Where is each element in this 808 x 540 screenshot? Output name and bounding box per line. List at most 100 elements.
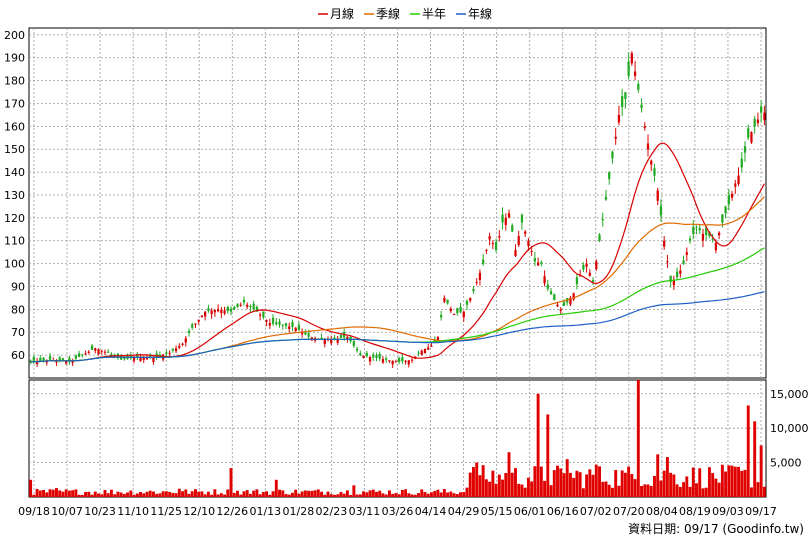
volume-bar: [375, 491, 378, 497]
volume-bar: [623, 472, 627, 497]
candle-body: [575, 277, 579, 285]
data-date-footer: 資料日期: 09/17 (Goodinfo.tw): [628, 522, 804, 536]
volume-bar: [756, 482, 760, 497]
volume-bar: [168, 491, 172, 497]
candle-body: [540, 262, 543, 264]
volume-bar: [197, 491, 201, 497]
candle-body: [524, 231, 527, 234]
volume-bar: [271, 491, 275, 497]
candle-body: [472, 288, 475, 292]
candle-body: [123, 357, 126, 360]
candle-body: [158, 354, 162, 356]
volume-bar: [278, 489, 281, 497]
candle-body: [97, 349, 100, 355]
volume-bar: [132, 494, 136, 497]
candle-body: [717, 232, 721, 236]
volume-bar: [77, 494, 81, 497]
candle-body: [621, 96, 624, 107]
volume-bar: [468, 472, 472, 497]
candle-body: [204, 311, 207, 317]
candle-body: [685, 252, 688, 255]
volume-bar: [232, 492, 236, 497]
volume-bar: [740, 470, 744, 497]
volume-bar: [190, 491, 194, 497]
candle-body: [730, 193, 734, 198]
volume-bar: [475, 462, 479, 497]
candle-body: [420, 350, 423, 355]
volume-tick-label-2: 15,000: [770, 388, 808, 401]
x-axis: 09/18 10/07 10/23 11/10 11/25 12/10 12/26 01/13…: [18, 505, 777, 518]
candle-body: [262, 311, 265, 318]
candle-body: [346, 336, 349, 340]
volume-bar: [556, 465, 559, 497]
candle-body: [546, 284, 549, 289]
candle-body: [61, 358, 65, 362]
volume-bar: [397, 494, 401, 497]
candle-body: [210, 310, 213, 315]
candle-body: [278, 321, 281, 325]
volume-bar: [520, 484, 524, 497]
volume-bar: [339, 492, 343, 497]
candle-body: [404, 360, 407, 362]
volume-bar: [349, 494, 353, 497]
volume-bar: [717, 482, 721, 497]
volume-bar: [594, 464, 598, 497]
candle-body: [430, 345, 433, 347]
volume-bar: [633, 479, 637, 497]
volume-bar: [239, 494, 243, 497]
volume-bar: [620, 470, 624, 497]
candle-body: [682, 260, 685, 264]
volume-bar: [287, 494, 291, 497]
price-tick-label-13: 190: [4, 52, 25, 65]
x-tick-label-7: 01/13: [249, 505, 281, 518]
volume-bar: [413, 494, 417, 497]
candle-body: [478, 272, 482, 280]
volume-bar: [591, 474, 595, 497]
volume-bar: [478, 475, 482, 497]
candle-body: [333, 337, 336, 340]
volume-bar: [90, 494, 94, 497]
x-tick-label-12: 04/14: [415, 505, 447, 518]
candle-body: [71, 360, 74, 363]
volume-bar: [93, 491, 97, 497]
candle-body: [81, 354, 84, 356]
volume-bar: [236, 490, 239, 497]
volume-bar: [426, 493, 430, 497]
volume-bar: [611, 487, 614, 497]
volume-bar: [229, 468, 233, 497]
volume-bar: [588, 469, 592, 497]
volume-bar: [572, 477, 576, 497]
candle-body: [103, 351, 107, 353]
candle-body: [646, 143, 650, 150]
candle-body: [643, 126, 646, 128]
volume-bar: [203, 494, 207, 497]
x-tick-label-2: 10/23: [84, 505, 116, 518]
candle-body: [601, 218, 604, 221]
candle-body: [255, 306, 259, 312]
candle-body: [688, 238, 692, 241]
volume-bar: [252, 490, 256, 497]
volume-bar: [352, 485, 356, 497]
volume-bar: [581, 488, 585, 497]
candle-body: [220, 309, 223, 314]
candle-body: [397, 358, 401, 362]
volume-bar: [281, 490, 285, 497]
candle-body: [423, 349, 427, 354]
candle-body: [572, 293, 575, 300]
volume-bar: [391, 493, 395, 497]
volume-bar: [261, 492, 265, 497]
candle-body: [275, 322, 278, 325]
candle-body: [110, 354, 113, 356]
candle-body: [65, 361, 68, 364]
volume-bar: [171, 492, 175, 497]
volume-bar: [155, 493, 159, 497]
volume-bar: [381, 493, 385, 497]
candle-body: [181, 343, 184, 345]
candle-body: [352, 341, 355, 346]
candle-body: [698, 227, 701, 231]
volume-bar: [536, 393, 540, 497]
candle-body: [543, 276, 546, 284]
volume-bar: [720, 464, 724, 497]
candle-body: [595, 261, 598, 269]
candle-body: [553, 294, 556, 301]
